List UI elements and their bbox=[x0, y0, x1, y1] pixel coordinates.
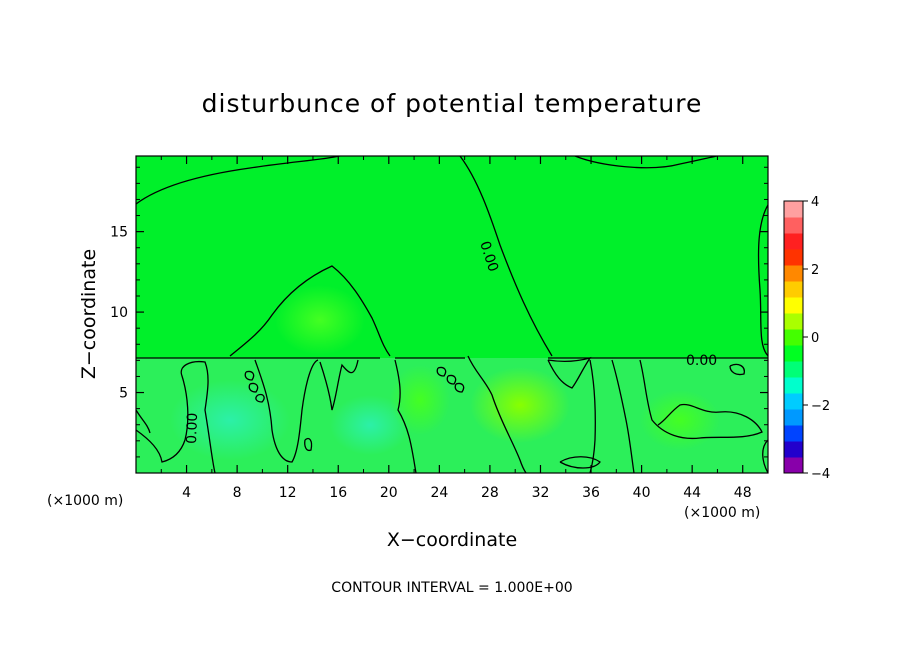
contour-line bbox=[589, 359, 596, 473]
contour-line bbox=[762, 439, 768, 473]
mid-pocket bbox=[275, 285, 365, 355]
colorbar-swatch bbox=[784, 329, 803, 346]
x-axis-label: X−coordinate bbox=[387, 529, 517, 551]
upper-layer bbox=[136, 156, 768, 358]
contour-line bbox=[459, 156, 553, 357]
x-tick-label: 32 bbox=[532, 485, 550, 501]
colorbar-swatch bbox=[784, 377, 803, 394]
plot-frame bbox=[135, 155, 769, 474]
contour-line bbox=[467, 355, 527, 473]
x-tick-label: 48 bbox=[734, 485, 752, 501]
colorbar-swatch bbox=[784, 393, 803, 410]
colorbar-tick-label: 4 bbox=[811, 195, 819, 210]
colorbar-swatch bbox=[784, 361, 803, 378]
colorbar-swatch bbox=[784, 249, 803, 266]
contour-line bbox=[436, 366, 465, 393]
contour-line bbox=[136, 360, 216, 473]
y-tick-label: 15 bbox=[110, 225, 128, 241]
colorbar-swatch bbox=[784, 281, 803, 298]
contour-line bbox=[254, 359, 319, 463]
x-tick-label: 8 bbox=[233, 485, 242, 501]
warm-pocket bbox=[390, 365, 450, 435]
x-axis-ticks: 4 8 12 16 20 24 28 32 36 40 44 48 bbox=[160, 156, 752, 501]
cool-pocket bbox=[330, 395, 410, 455]
contour-line bbox=[547, 356, 592, 389]
x-unit-left: (×1000 m) bbox=[47, 493, 123, 509]
contour-line bbox=[136, 156, 341, 205]
y-tick-label: 5 bbox=[119, 386, 128, 402]
x-tick-label: 24 bbox=[430, 485, 448, 501]
cool-pocket bbox=[170, 380, 290, 460]
contour-line bbox=[757, 204, 768, 357]
colorbar-tick-label: 2 bbox=[811, 263, 819, 278]
x-unit-right: (×1000 m) bbox=[684, 505, 760, 521]
contour-lines bbox=[136, 156, 768, 473]
contour-label: 0.00 bbox=[686, 353, 717, 369]
plot-field: 0.00 0.00 0.00 bbox=[136, 156, 768, 473]
colorbar-swatch bbox=[784, 265, 803, 282]
colorbar-swatch bbox=[784, 217, 803, 234]
contour-line bbox=[729, 363, 745, 376]
contour-line bbox=[229, 265, 391, 357]
colorbar-swatch bbox=[784, 201, 803, 218]
colorbar-swatch bbox=[784, 457, 803, 474]
x-tick-label: 28 bbox=[481, 485, 499, 501]
x-tick-label: 4 bbox=[182, 485, 191, 501]
colorbar-swatch bbox=[784, 297, 803, 314]
warm-pocket bbox=[470, 367, 570, 443]
y-tick-label: 10 bbox=[110, 305, 128, 321]
x-tick-label: 12 bbox=[279, 485, 297, 501]
colorbar-tick-label: −4 bbox=[811, 467, 830, 482]
warm-pocket bbox=[640, 390, 720, 450]
contour-line bbox=[639, 359, 763, 440]
contour-label: 0.00 bbox=[184, 412, 201, 444]
contour-line bbox=[559, 456, 601, 469]
colorbar-swatch bbox=[784, 313, 803, 330]
y-axis-label: Z−coordinate bbox=[78, 249, 100, 379]
colorbar-tick-label: 0 bbox=[811, 331, 819, 346]
chart-title: disturbunce of potential temperature bbox=[202, 89, 703, 118]
colorbar-swatch bbox=[784, 233, 803, 250]
x-tick-label: 16 bbox=[329, 485, 347, 501]
colorbar-swatch bbox=[784, 425, 803, 442]
contour-line bbox=[244, 370, 265, 403]
y-axis-ticks: 5 10 15 bbox=[110, 166, 768, 458]
colorbar-ticks: 4 2 0 −2 −4 bbox=[803, 195, 830, 482]
contour-line bbox=[394, 359, 417, 473]
colorbar-tick-label: −2 bbox=[811, 399, 830, 414]
contour-line bbox=[304, 437, 313, 452]
x-tick-label: 44 bbox=[683, 485, 701, 501]
contour-line bbox=[319, 359, 359, 411]
x-tick-label: 36 bbox=[582, 485, 600, 501]
x-tick-label: 20 bbox=[380, 485, 398, 501]
colorbar bbox=[784, 201, 803, 474]
colorbar-swatch bbox=[784, 441, 803, 458]
colorbar-swatch bbox=[784, 409, 803, 426]
contour-line bbox=[574, 156, 719, 169]
contour-line bbox=[611, 359, 635, 473]
contour-line bbox=[136, 409, 151, 434]
contour-interval-note: CONTOUR INTERVAL = 1.000E+00 bbox=[331, 580, 572, 596]
colorbar-swatch bbox=[784, 345, 803, 362]
x-tick-label: 40 bbox=[633, 485, 651, 501]
